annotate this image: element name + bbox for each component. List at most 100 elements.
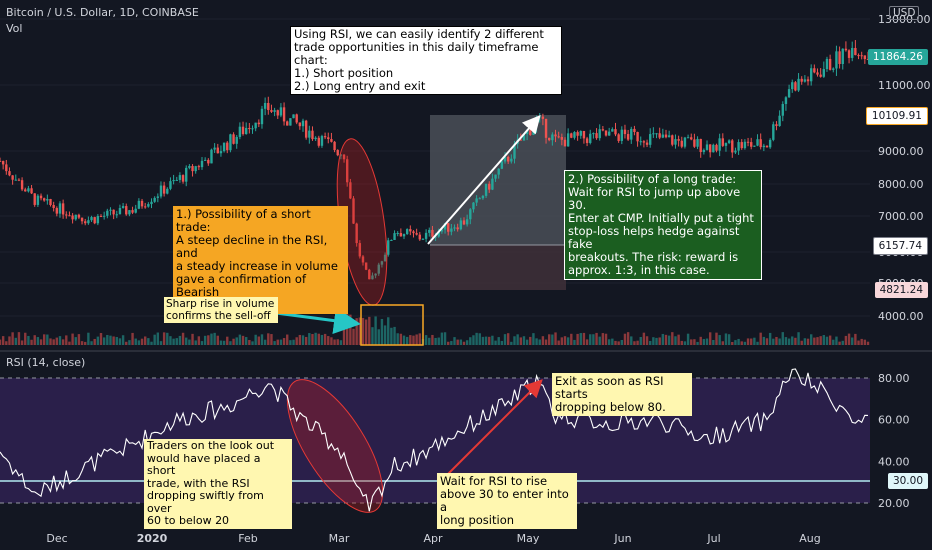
candle-body	[27, 188, 30, 192]
price-tag-mid: 6157.74	[872, 237, 928, 255]
candle-body	[134, 208, 137, 213]
candle-body	[377, 264, 380, 274]
candle-body	[387, 240, 390, 255]
candle-body	[200, 160, 204, 168]
volume-bar	[705, 338, 709, 345]
volume-bar	[548, 334, 551, 345]
candle-body	[522, 134, 526, 141]
candle-body	[497, 168, 500, 175]
volume-bar	[724, 333, 728, 345]
candle-body	[491, 178, 494, 190]
candle-body	[169, 181, 172, 189]
volume-bar	[762, 336, 766, 345]
candle-body	[96, 216, 100, 224]
candle-body	[592, 133, 595, 135]
candle-body	[510, 158, 513, 162]
volume-bar	[649, 340, 652, 345]
volume-bar	[497, 337, 500, 345]
volume-bar	[708, 332, 712, 345]
candle-body	[383, 254, 387, 262]
candle-body	[90, 217, 93, 221]
candle-body	[680, 140, 683, 147]
candle-body	[216, 147, 219, 154]
volume-bar	[131, 332, 134, 345]
volume-bar	[529, 336, 532, 345]
time-tick-label: Aug	[799, 532, 820, 545]
candle-body	[364, 262, 368, 270]
volume-bar	[301, 335, 305, 345]
volume-bar	[595, 332, 598, 345]
candle-body	[80, 217, 84, 222]
volume-bar	[863, 339, 867, 345]
price-tick-label: 8000.00	[878, 178, 924, 191]
volume-bar	[484, 336, 488, 345]
volume-bar	[772, 338, 775, 345]
volume-bar	[718, 335, 721, 345]
volume-bar	[181, 332, 185, 345]
volume-bar	[320, 334, 324, 345]
candle-body	[52, 205, 55, 209]
volume-bar	[65, 335, 68, 345]
candle-body	[617, 134, 620, 141]
candle-body	[257, 122, 261, 125]
time-tick-label: May	[517, 532, 540, 545]
volume-bar	[80, 341, 84, 345]
volume-bar	[835, 336, 838, 345]
volume-bar	[166, 332, 169, 345]
candle-body	[806, 79, 810, 82]
candle-body	[816, 72, 819, 75]
volume-bar	[314, 332, 317, 345]
candle-body	[276, 110, 279, 116]
candle-body	[768, 139, 772, 148]
volume-bar	[589, 334, 592, 345]
volume-bar	[194, 340, 197, 345]
volume-bar	[349, 314, 352, 345]
volume-bar	[210, 333, 213, 345]
volume-bar	[134, 338, 137, 345]
volume-bar	[847, 333, 851, 345]
volume-bar	[690, 339, 693, 345]
candle-body	[683, 137, 687, 147]
volume-bar	[191, 333, 194, 345]
currency-button[interactable]: USD	[889, 6, 920, 20]
volume-bars	[0, 313, 870, 345]
volume-bar	[254, 334, 257, 345]
volume-bar	[677, 334, 680, 345]
candle-body	[828, 58, 832, 70]
volume-bar	[27, 335, 30, 345]
candle-body	[99, 216, 103, 218]
candle-body	[109, 209, 112, 211]
volume-bar	[557, 340, 560, 345]
candle-body	[658, 133, 661, 138]
candle-body	[563, 139, 567, 147]
volume-bar	[229, 341, 232, 345]
candle-body	[380, 261, 384, 265]
volume-bar	[241, 335, 245, 345]
candle-body	[541, 116, 545, 119]
candle-body	[311, 130, 314, 140]
candle-body	[314, 137, 317, 140]
candle-body	[241, 126, 245, 135]
volume-bar	[652, 337, 655, 345]
candle-body	[14, 179, 17, 181]
volume-bar	[150, 341, 153, 345]
volume-bar	[102, 337, 106, 345]
volume-bar	[431, 334, 434, 345]
candle-body	[244, 127, 248, 135]
volume-bar	[585, 339, 589, 345]
volume-bar	[768, 332, 772, 345]
symbol-title: Bitcoin / U.S. Dollar, 1D, COINBASE	[6, 6, 199, 19]
volume-bar	[759, 332, 762, 345]
volume-bar	[428, 337, 431, 345]
volume-bar	[447, 341, 450, 345]
volume-bar	[696, 341, 699, 345]
volume-bar	[743, 341, 747, 345]
volume-bar	[702, 339, 706, 345]
volume-bar	[645, 336, 649, 345]
candle-body	[488, 183, 491, 190]
price-tick-label: 7000.00	[878, 210, 924, 223]
volume-bar	[267, 333, 270, 345]
candle-body	[554, 134, 557, 137]
volume-bar	[437, 337, 440, 345]
volume-bar	[42, 334, 46, 345]
